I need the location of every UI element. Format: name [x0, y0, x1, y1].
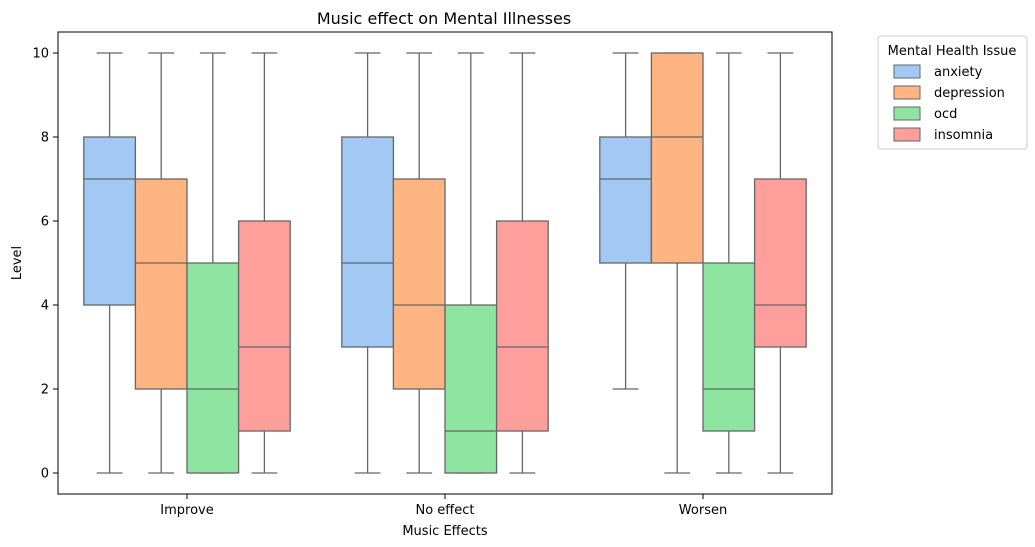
y-tick-label: 2: [41, 383, 49, 398]
legend-item-insomnia: insomnia: [893, 127, 993, 143]
iqr-box: [392, 178, 446, 390]
box-insomnia-2: [753, 52, 807, 474]
legend-label: depression: [934, 86, 1005, 101]
iqr-box: [753, 178, 807, 348]
box-insomnia-0: [237, 52, 291, 474]
box-plot-area: [83, 52, 807, 474]
iqr-box: [599, 136, 653, 264]
y-axis: 0 2 4 6 8 10: [32, 47, 58, 482]
legend-swatch: [893, 64, 921, 79]
x-tick-label: Worsen: [679, 503, 727, 518]
iqr-box: [237, 220, 291, 432]
y-tick-label: 0: [41, 467, 49, 482]
legend-item-ocd: ocd: [893, 106, 957, 122]
legend-frame: [877, 35, 1028, 150]
box-depression-2: [650, 52, 704, 474]
y-tick-label: 10: [32, 47, 49, 62]
legend-swatch: [893, 85, 921, 100]
iqr-box: [444, 304, 498, 474]
x-axis-label: Music Effects: [402, 524, 488, 539]
box-insomnia-1: [495, 52, 549, 474]
y-tick-label: 8: [41, 131, 49, 146]
box-ocd-0: [186, 52, 240, 474]
iqr-box: [83, 136, 137, 306]
legend-label: ocd: [934, 107, 957, 122]
x-axis: Improve No effect Worsen: [160, 494, 727, 518]
iqr-box: [341, 136, 395, 348]
legend-swatch: [893, 127, 921, 142]
box-anxiety-1: [341, 52, 395, 474]
iqr-box: [650, 52, 704, 264]
box-depression-1: [392, 52, 446, 474]
legend-label: anxiety: [934, 65, 983, 80]
box-depression-0: [134, 52, 188, 474]
y-tick-label: 4: [41, 299, 49, 314]
iqr-box: [134, 178, 188, 390]
y-axis-label: Level: [10, 246, 25, 280]
chart-title: Music effect on Mental Illnesses: [317, 9, 571, 28]
y-tick-label: 6: [41, 215, 49, 230]
iqr-box: [495, 220, 549, 432]
legend-item-anxiety: anxiety: [893, 64, 983, 80]
x-tick-label: No effect: [415, 503, 474, 518]
legend-label: insomnia: [934, 128, 993, 143]
iqr-box: [702, 262, 756, 432]
legend-swatch: [893, 106, 921, 121]
iqr-box: [186, 262, 240, 474]
box-ocd-2: [702, 52, 756, 474]
x-tick-label: Improve: [160, 503, 213, 518]
box-anxiety-2: [599, 52, 653, 390]
legend-title: Mental Health Issue: [888, 44, 1017, 59]
box-anxiety-0: [83, 52, 137, 474]
legend-item-depression: depression: [893, 85, 1005, 101]
box-ocd-1: [444, 52, 498, 474]
legend: Mental Health Issue anxiety depression ocd…: [877, 35, 1028, 150]
